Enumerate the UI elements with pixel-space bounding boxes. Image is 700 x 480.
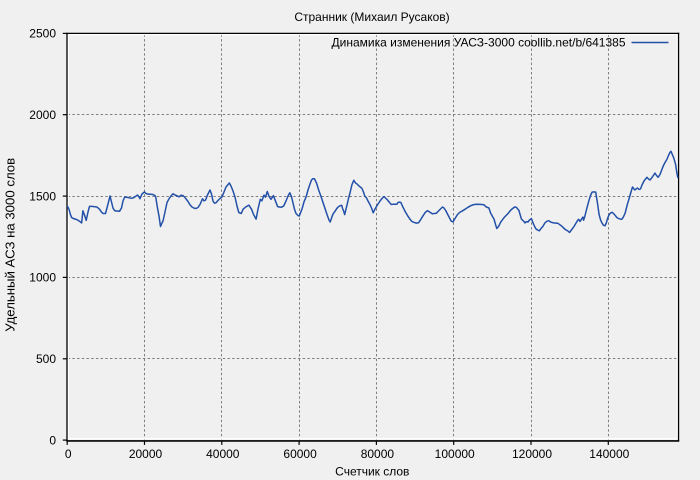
svg-text:0: 0 (49, 433, 56, 447)
svg-text:0: 0 (65, 447, 72, 461)
svg-text:140000: 140000 (589, 447, 629, 461)
svg-text:500: 500 (36, 352, 56, 366)
svg-text:40000: 40000 (206, 447, 240, 461)
svg-text:Динамика изменения УАСЗ-3000 c: Динамика изменения УАСЗ-3000 coollib.net… (332, 36, 626, 50)
svg-text:Счетчик слов: Счетчик слов (335, 464, 409, 478)
svg-text:100000: 100000 (435, 447, 475, 461)
svg-text:2000: 2000 (29, 108, 56, 122)
svg-text:20000: 20000 (129, 447, 163, 461)
svg-text:Удельный АСЗ на 3000 слов: Удельный АСЗ на 3000 слов (3, 158, 18, 332)
svg-text:1000: 1000 (29, 271, 56, 285)
svg-text:120000: 120000 (512, 447, 552, 461)
svg-text:1500: 1500 (29, 189, 56, 203)
svg-text:80000: 80000 (361, 447, 395, 461)
svg-text:Странник (Михаил Русаков): Странник (Михаил Русаков) (294, 10, 449, 24)
svg-text:2500: 2500 (29, 27, 56, 41)
svg-text:60000: 60000 (283, 447, 317, 461)
